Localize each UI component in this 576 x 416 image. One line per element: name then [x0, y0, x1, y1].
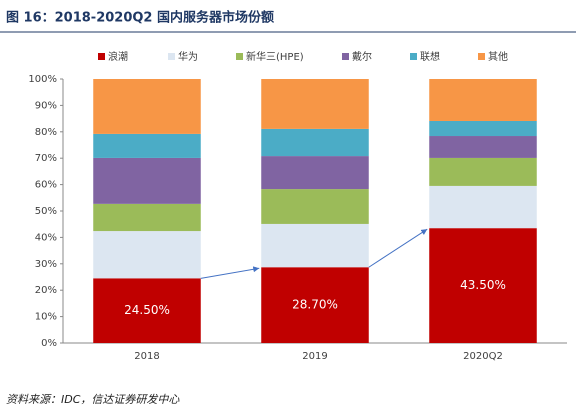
- bar-segment: [261, 156, 369, 190]
- chart-title: 图 16：2018-2020Q2 国内服务器市场份额: [6, 10, 274, 26]
- bar-segment: [93, 231, 201, 279]
- legend-swatch: [410, 53, 417, 60]
- bar-segment: [261, 223, 369, 268]
- y-tick-label: 20%: [35, 285, 57, 296]
- bar-segment: [93, 133, 201, 158]
- y-tick-label: 70%: [35, 153, 57, 164]
- y-tick-label: 100%: [28, 74, 57, 85]
- y-tick-label: 40%: [35, 232, 57, 243]
- bar-segment: [93, 79, 201, 134]
- legend-swatch: [236, 53, 243, 60]
- x-tick-label: 2020Q2: [463, 351, 503, 362]
- data-label: 43.50%: [460, 278, 506, 292]
- y-tick-label: 90%: [35, 100, 57, 111]
- y-tick-label: 80%: [35, 127, 57, 138]
- x-tick-label: 2019: [302, 351, 327, 362]
- y-tick-label: 50%: [35, 206, 57, 217]
- legend-label: 联想: [420, 50, 440, 63]
- bar-segment: [261, 267, 369, 343]
- bar-segment: [429, 228, 537, 343]
- bar-segment: [429, 136, 537, 158]
- bar-segment: [429, 185, 537, 229]
- trend-arrow: [200, 266, 260, 279]
- legend-label: 新华三(HPE): [246, 50, 304, 63]
- bar-segment: [93, 203, 201, 232]
- legend-swatch: [168, 53, 175, 60]
- trend-arrow: [368, 228, 428, 268]
- bar-segment: [261, 189, 369, 224]
- bar-segment: [261, 128, 369, 157]
- legend-swatch: [98, 53, 105, 60]
- source-note: 资料来源：IDC，信达证券研发中心: [6, 393, 180, 406]
- y-tick-label: 10%: [35, 312, 57, 323]
- legend-label: 戴尔: [352, 50, 372, 63]
- legend-swatch: [478, 53, 485, 60]
- x-tick-label: 2018: [134, 351, 159, 362]
- legend-swatch: [342, 53, 349, 60]
- bar-segment: [93, 278, 201, 343]
- data-label: 24.50%: [124, 303, 170, 317]
- bar-segment: [261, 79, 369, 129]
- y-tick-label: 30%: [35, 259, 57, 270]
- bar-segment: [429, 120, 537, 137]
- legend-label: 华为: [178, 50, 198, 63]
- data-label: 28.70%: [292, 298, 338, 312]
- y-tick-label: 60%: [35, 180, 57, 191]
- bar-segment: [429, 79, 537, 121]
- legend-label: 浪潮: [108, 50, 128, 63]
- bar-segment: [93, 157, 201, 204]
- y-tick-label: 0%: [41, 338, 57, 349]
- legend-label: 其他: [488, 50, 508, 63]
- bar-segment: [429, 157, 537, 186]
